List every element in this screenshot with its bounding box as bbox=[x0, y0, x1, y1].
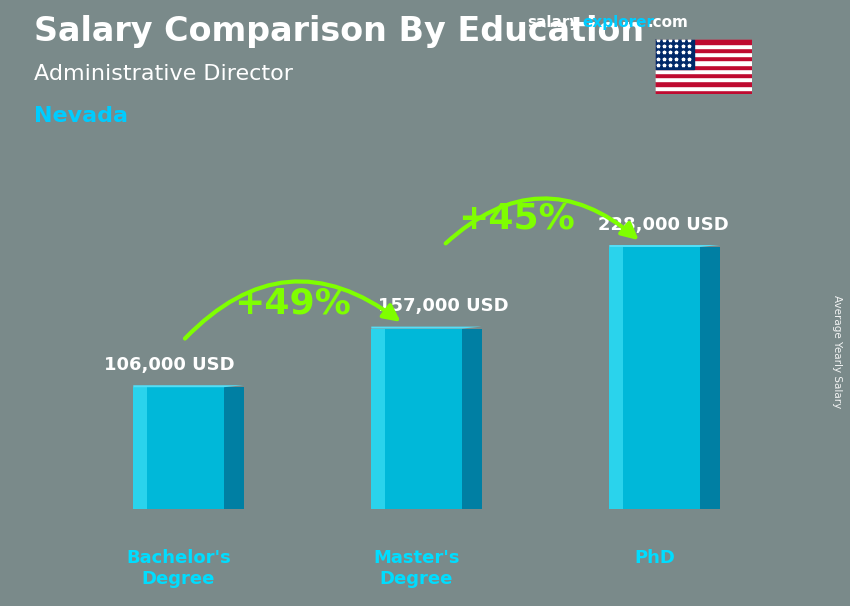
Polygon shape bbox=[371, 327, 482, 328]
Bar bbox=[654, 85, 752, 90]
Polygon shape bbox=[133, 385, 244, 387]
Text: .com: .com bbox=[648, 15, 689, 30]
Bar bbox=[654, 61, 752, 65]
Bar bbox=[654, 77, 752, 81]
Text: PhD: PhD bbox=[634, 549, 675, 567]
Bar bbox=[654, 73, 752, 77]
Polygon shape bbox=[609, 245, 720, 247]
Text: +45%: +45% bbox=[458, 202, 575, 236]
Polygon shape bbox=[133, 387, 224, 509]
Text: 228,000 USD: 228,000 USD bbox=[598, 216, 729, 234]
Bar bbox=[654, 90, 752, 94]
Polygon shape bbox=[462, 328, 482, 509]
Bar bbox=[654, 44, 752, 48]
Bar bbox=[654, 52, 752, 56]
Polygon shape bbox=[609, 247, 623, 509]
Text: Administrative Director: Administrative Director bbox=[34, 64, 293, 84]
Bar bbox=[654, 39, 752, 44]
Text: Nevada: Nevada bbox=[34, 106, 128, 126]
Text: Bachelor's
Degree: Bachelor's Degree bbox=[126, 549, 231, 588]
Polygon shape bbox=[371, 328, 462, 509]
Text: salary: salary bbox=[527, 15, 580, 30]
Bar bbox=[654, 81, 752, 85]
Bar bbox=[654, 56, 752, 61]
Text: 106,000 USD: 106,000 USD bbox=[105, 356, 235, 374]
Polygon shape bbox=[700, 247, 720, 509]
Polygon shape bbox=[133, 387, 147, 509]
Text: Average Yearly Salary: Average Yearly Salary bbox=[832, 295, 842, 408]
Polygon shape bbox=[224, 387, 244, 509]
Text: Salary Comparison By Education: Salary Comparison By Education bbox=[34, 15, 644, 48]
Bar bbox=[654, 68, 752, 73]
Text: +49%: +49% bbox=[235, 287, 351, 321]
Polygon shape bbox=[609, 247, 700, 509]
Text: 157,000 USD: 157,000 USD bbox=[378, 298, 509, 315]
Text: Master's
Degree: Master's Degree bbox=[373, 549, 460, 588]
Polygon shape bbox=[371, 328, 385, 509]
Bar bbox=[654, 48, 752, 52]
Bar bbox=[654, 39, 694, 68]
Bar bbox=[654, 65, 752, 68]
Text: explorer: explorer bbox=[582, 15, 654, 30]
